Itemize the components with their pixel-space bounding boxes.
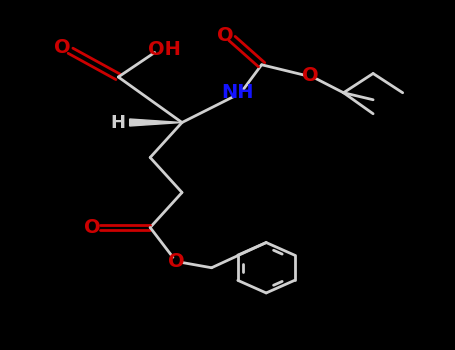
Text: OH: OH: [148, 40, 181, 59]
Polygon shape: [130, 119, 182, 126]
Text: O: O: [217, 26, 233, 45]
Text: O: O: [84, 218, 100, 237]
Text: O: O: [168, 252, 185, 271]
Text: NH: NH: [222, 83, 254, 102]
Text: O: O: [54, 38, 71, 57]
Text: O: O: [302, 66, 318, 85]
Text: H: H: [111, 113, 126, 132]
